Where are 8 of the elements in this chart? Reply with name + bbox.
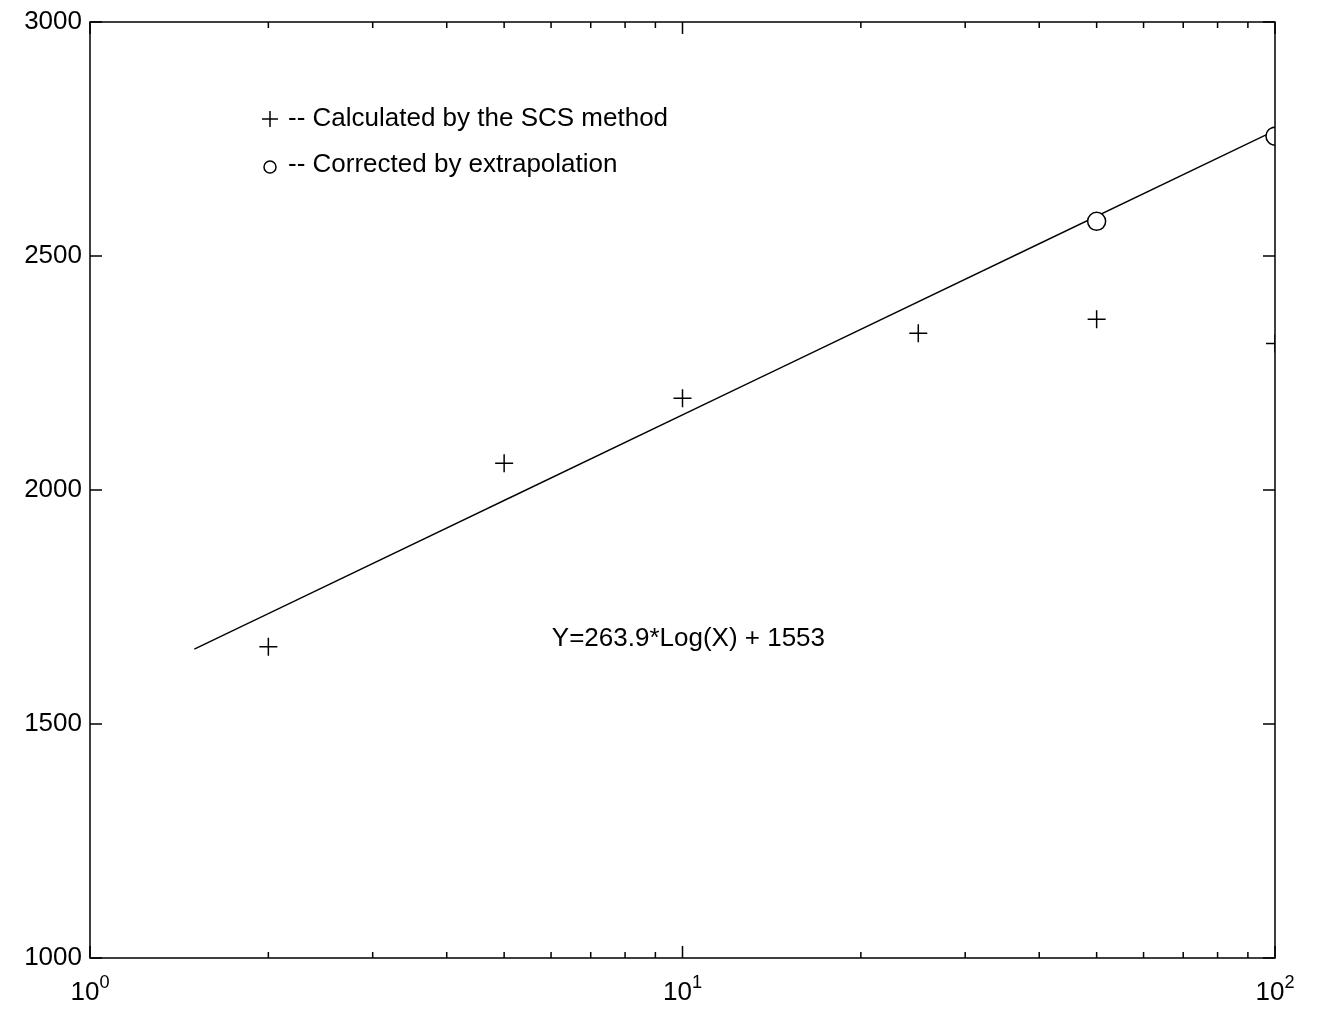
y-tick-label: 3000 [24, 5, 82, 36]
legend-label: -- Calculated by the SCS method [288, 102, 669, 133]
y-tick-label: 2500 [24, 239, 82, 270]
y-tick-label: 1500 [24, 707, 82, 738]
annotation: Y=263.9*Log(X) + 1553 [551, 621, 826, 652]
y-tick-label: 2000 [24, 473, 82, 504]
legend-label: -- Corrected by extrapolation [288, 148, 618, 179]
y-tick-label: 1000 [24, 941, 82, 972]
